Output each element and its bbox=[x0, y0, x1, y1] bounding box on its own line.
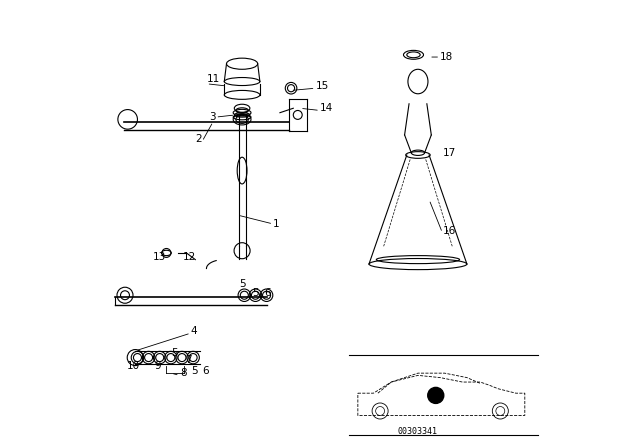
Text: 18: 18 bbox=[440, 52, 454, 62]
Text: 11: 11 bbox=[207, 74, 220, 84]
Text: 1: 1 bbox=[273, 219, 280, 229]
Text: 9: 9 bbox=[154, 361, 161, 370]
Text: 13: 13 bbox=[153, 252, 166, 263]
Text: 17: 17 bbox=[442, 148, 456, 158]
Text: 7: 7 bbox=[185, 355, 192, 365]
Text: 5: 5 bbox=[171, 348, 177, 358]
Text: 2: 2 bbox=[195, 134, 202, 144]
Text: 8: 8 bbox=[180, 368, 186, 378]
Text: 14: 14 bbox=[320, 103, 333, 113]
Text: 15: 15 bbox=[316, 81, 329, 91]
Text: 6: 6 bbox=[202, 366, 209, 376]
Text: 4: 4 bbox=[191, 326, 198, 336]
Text: 6: 6 bbox=[264, 288, 271, 298]
Text: 5: 5 bbox=[252, 288, 259, 298]
Text: 12: 12 bbox=[183, 252, 196, 263]
Circle shape bbox=[428, 388, 444, 404]
Text: 5: 5 bbox=[239, 279, 246, 289]
Text: 00303341: 00303341 bbox=[398, 426, 438, 435]
Text: 10: 10 bbox=[127, 361, 140, 370]
Text: 5: 5 bbox=[191, 366, 198, 376]
Text: 16: 16 bbox=[442, 226, 456, 236]
Text: 3: 3 bbox=[209, 112, 215, 122]
